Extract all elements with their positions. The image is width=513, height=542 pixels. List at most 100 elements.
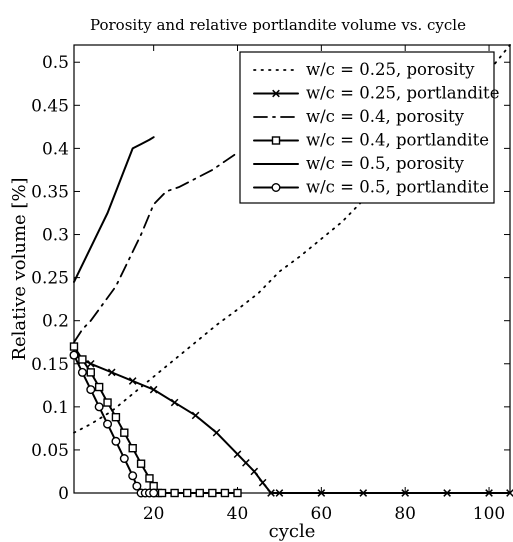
- series-3-point-18: [233, 488, 242, 498]
- series-1-point-5: [170, 398, 179, 407]
- series-3-point-4: [103, 398, 112, 407]
- series-1-point-18: [485, 489, 493, 497]
- series-1-point-15: [359, 489, 368, 497]
- series-1-point-6-stroke-1: [191, 411, 200, 420]
- series-3-point-2: [86, 368, 95, 377]
- series-1-point-10-stroke-1: [250, 467, 259, 476]
- series-1-point-16-stroke-1: [401, 489, 410, 497]
- legend-label-2: w/c = 0.4, porosity: [306, 107, 465, 126]
- series-5-point-1: [77, 367, 87, 377]
- series-5-point-12: [149, 488, 159, 498]
- series-1-point-7: [212, 428, 221, 437]
- x-tick-label-100: 100: [473, 504, 505, 524]
- y-tick-label-0-45: 0.45: [31, 96, 69, 116]
- series-3-point-6: [120, 428, 129, 437]
- y-axis-label: Relative volume [%]: [9, 177, 30, 360]
- series-1-point-4: [149, 385, 158, 394]
- y-tick-label-0-4: 0.4: [42, 139, 69, 159]
- legend-label-0: w/c = 0.25, porosity: [306, 60, 475, 79]
- y-tick-label-0-35: 0.35: [31, 182, 69, 202]
- y-tick-label-0: 0: [58, 484, 69, 504]
- series-1-point-13-stroke-1: [275, 489, 284, 497]
- chart-title: Porosity and relative portlandite volume…: [90, 16, 466, 34]
- series-1-point-1: [86, 359, 95, 368]
- series-5-point-8: [132, 481, 142, 491]
- series-1-point-17-stroke-1: [443, 489, 451, 497]
- series-3-point-12: [157, 488, 167, 498]
- legend-box: [239, 51, 495, 204]
- legend-label-4: w/c = 0.5, porosity: [306, 154, 465, 173]
- series-3-point-15: [195, 488, 204, 498]
- series-5-point-0: [69, 350, 79, 360]
- series-3-point-8: [136, 459, 146, 468]
- series-1-point-11: [258, 478, 267, 487]
- series-line-1: [73, 354, 511, 494]
- series-1-point-2-stroke-1: [107, 368, 116, 377]
- x-tick-label-20: 20: [143, 504, 165, 524]
- series-1-point-7-stroke-1: [212, 428, 221, 437]
- legend-label-3: w/c = 0.4, portlandite: [306, 131, 489, 150]
- series-3-point-1: [78, 355, 87, 364]
- series-1-point-5-stroke-1: [170, 398, 179, 407]
- series-legend-3-point-marker: [271, 136, 281, 145]
- series-legend-1-point-marker-stroke-1: [272, 89, 280, 98]
- series-3-point-0: [69, 342, 79, 351]
- series-3-point-7: [128, 444, 137, 453]
- y-tick-label-0-05: 0.05: [31, 441, 69, 461]
- series-5-point-5: [111, 436, 121, 446]
- series-1-point-13: [275, 489, 284, 497]
- series-1-point-19-stroke-1: [506, 489, 513, 497]
- y-tick-label-0-3: 0.3: [42, 226, 69, 246]
- series-1-point-16: [401, 489, 410, 497]
- series-1-point-10: [250, 467, 259, 476]
- series-1-point-3-stroke-1: [128, 377, 137, 385]
- series-1-point-1-stroke-1: [86, 359, 95, 368]
- series-1-point-11-stroke-1: [258, 478, 267, 487]
- series-1-point-2: [107, 368, 116, 377]
- series-5-point-3: [94, 402, 104, 412]
- series-3-point-3: [94, 382, 104, 392]
- series-1-point-15-stroke-1: [359, 489, 368, 497]
- x-tick-label-80: 80: [394, 504, 416, 524]
- series-3-point-5: [111, 412, 121, 422]
- series-1-point-9-stroke-1: [242, 459, 250, 467]
- y-tick-label-0-2: 0.2: [42, 312, 69, 332]
- series-legend-1-point-marker: [272, 89, 280, 98]
- series-1-point-8: [233, 450, 242, 459]
- y-tick-label-0-5: 0.5: [42, 53, 69, 73]
- series-1-point-8-stroke-1: [233, 450, 242, 459]
- series-5-point-4: [103, 419, 113, 429]
- y-tick-label-0-25: 0.25: [31, 269, 69, 289]
- series-1-point-12: [267, 489, 275, 497]
- y-tick-label-0-1: 0.1: [42, 398, 69, 418]
- series-1-point-6: [191, 411, 200, 420]
- legend-label-1: w/c = 0.25, portlandite: [306, 84, 499, 103]
- x-tick-label-60: 60: [311, 504, 333, 524]
- series-1-point-9: [242, 459, 250, 467]
- series-3-point-14: [182, 488, 192, 498]
- series-3-point-17: [220, 488, 230, 498]
- x-axis-label: cycle: [269, 521, 316, 542]
- series-1-point-14: [317, 489, 326, 497]
- series-1-point-18-stroke-1: [485, 489, 493, 497]
- series-3-point-16: [208, 488, 217, 498]
- series-legend-5-point-marker: [271, 182, 281, 192]
- series-1-point-17: [443, 489, 451, 497]
- y-tick-label-0-15: 0.15: [31, 355, 69, 375]
- series-1-point-14-stroke-1: [317, 489, 326, 497]
- series-5-point-7: [128, 471, 138, 481]
- legend-label-5: w/c = 0.5, portlandite: [306, 178, 489, 197]
- series-line-2: [73, 151, 239, 344]
- series-3-point-9: [145, 474, 154, 483]
- series-line-4: [73, 136, 155, 283]
- series-1-point-12-stroke-1: [267, 489, 275, 497]
- x-tick-label-40: 40: [227, 504, 249, 524]
- series-1-point-4-stroke-1: [149, 385, 158, 394]
- series-1-point-19: [506, 489, 513, 497]
- series-3-point-13: [170, 488, 179, 498]
- series-5-point-6: [119, 454, 129, 464]
- series-5-point-2: [86, 385, 96, 395]
- series-1-point-3: [128, 377, 137, 385]
